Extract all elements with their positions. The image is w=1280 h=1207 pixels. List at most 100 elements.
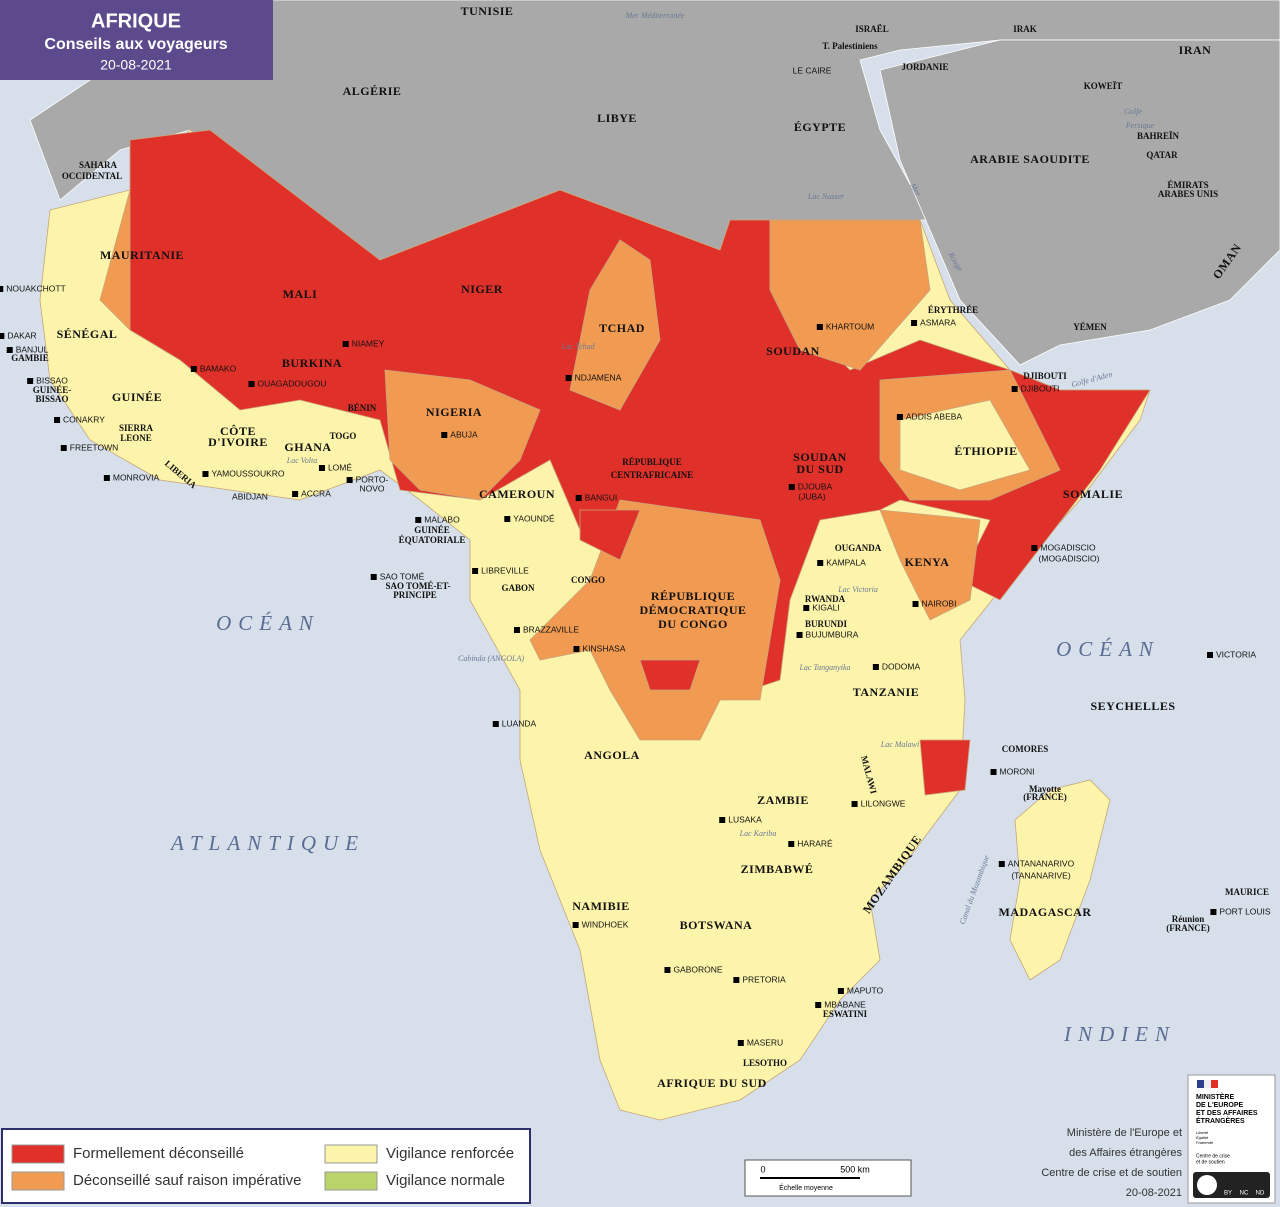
zone-deconseille <box>529 499 781 741</box>
capital-marker <box>513 627 520 633</box>
place-label: DODOMA <box>882 661 921 671</box>
logo-text: ET DES AFFAIRES <box>1196 1110 1258 1117</box>
logo-motto: Égalité <box>1196 1135 1209 1140</box>
place-label: ALGÉRIE <box>343 84 402 98</box>
place-label: BOTSWANA <box>680 918 753 932</box>
place-label: Lac Tchad <box>560 342 595 351</box>
legend-label: Déconseillé sauf raison impérative <box>73 1172 301 1189</box>
place-label: Mayotte <box>1029 784 1061 794</box>
capital-marker <box>342 341 349 347</box>
place-label: ZIMBABWÉ <box>741 862 814 876</box>
place-label: MAURITANIE <box>100 248 184 262</box>
place-label: NOVO <box>359 483 384 493</box>
capital-marker <box>817 560 824 566</box>
place-label: MAURICE <box>1225 887 1269 897</box>
capital-marker <box>54 417 61 423</box>
credit: Centre de crise et de soutien <box>1041 1167 1182 1179</box>
place-label: ZAMBIE <box>757 793 809 807</box>
zone-deconseille <box>879 509 981 621</box>
flag <box>1211 1080 1218 1088</box>
capital-marker <box>733 977 740 983</box>
zone-vigilance-renforcee <box>1009 779 1111 981</box>
place-label: BUJUMBURA <box>806 629 859 639</box>
license-text: ND <box>1256 1191 1265 1197</box>
capital-marker <box>190 366 197 372</box>
place-label: HARARÉ <box>797 838 833 848</box>
logo-text: DE L'EUROPE <box>1196 1102 1244 1109</box>
place-label: RÉPUBLIQUE <box>622 457 682 467</box>
place-label: BANJUL <box>16 344 49 354</box>
place-label: PRETORIA <box>742 974 786 984</box>
logo-motto: Fraternité <box>1196 1140 1214 1145</box>
place-label: GABON <box>501 583 535 593</box>
logo-text: ÉTRANGÈRES <box>1196 1116 1245 1125</box>
place-label: TCHAD <box>599 321 645 335</box>
place-label: LUANDA <box>502 718 537 728</box>
place-label: RÉPUBLIQUE <box>651 589 735 603</box>
legend-swatch <box>324 1171 378 1191</box>
zone-formellement-deconseille <box>639 659 701 691</box>
place-label: NOUAKCHOTT <box>6 283 66 293</box>
license-text: BY <box>1224 1191 1232 1197</box>
capital-marker <box>1031 545 1038 551</box>
place-label: BRAZZAVILLE <box>523 624 579 634</box>
place-label: BAHREÏN <box>1137 131 1180 141</box>
place-label: NAIROBI <box>922 598 957 608</box>
zone-deconseille <box>569 239 661 411</box>
place-label: CAMEROUN <box>479 487 555 501</box>
place-label: (FRANCE) <box>1166 923 1210 933</box>
capital-marker <box>911 320 918 326</box>
place-label: OUGANDA <box>835 543 882 553</box>
place-label: D'IVOIRE <box>208 435 268 449</box>
place-label: ARABIE SAOUDITE <box>970 152 1090 166</box>
place-label: GUINÉE <box>414 525 450 535</box>
place-label: (FRANCE) <box>1023 792 1067 802</box>
place-label: Lac Malawi <box>880 740 919 749</box>
capital-marker <box>492 721 499 727</box>
place-label: MALI <box>283 287 318 301</box>
place-label: KINSHASA <box>583 643 626 653</box>
capital-marker <box>472 568 479 574</box>
logo-unit: et de soutien <box>1196 1159 1225 1165</box>
place-label: ISRAËL <box>855 24 889 34</box>
place-label: NIAMEY <box>352 338 385 348</box>
place-label: TANZANIE <box>853 685 919 699</box>
place-label: VICTORIA <box>1216 649 1256 659</box>
place-label: Lac Tanganyika <box>798 663 850 672</box>
place-label: ÉMIRATS <box>1167 180 1208 190</box>
place-label: T. Palestiniens <box>822 41 878 51</box>
capital-marker <box>202 471 209 477</box>
capital-marker <box>318 465 325 471</box>
place-label: SAO TOMÉ-ET- <box>385 581 450 591</box>
capital-marker <box>664 967 671 973</box>
zone-formellement-deconseille <box>129 129 1151 701</box>
place-label: BURUNDI <box>805 619 848 629</box>
place-label: SAO TOMÉ <box>380 571 425 581</box>
legend-box <box>1 1128 531 1204</box>
place-label: SAHARA <box>79 160 118 170</box>
place-label: TOGO <box>330 431 357 441</box>
capital-marker <box>0 333 5 339</box>
place-label: (MOGADISCIO) <box>1039 553 1100 563</box>
place-label: YAMOUSSOUKRO <box>211 468 284 478</box>
capital-marker <box>990 769 997 775</box>
place-label: SOUDAN <box>766 344 820 358</box>
capital-marker <box>441 432 448 438</box>
logo-motto: Liberté <box>1196 1130 1209 1135</box>
place-label: YAOUNDÉ <box>513 513 555 523</box>
place-label: BURKINA <box>282 356 342 370</box>
place-label: GABORONE <box>673 964 722 974</box>
legend-label: Vigilance normale <box>386 1172 505 1189</box>
place-label: NIGER <box>461 282 503 296</box>
place-label: DJIBOUTI <box>1021 383 1060 393</box>
place-label: ABUJA <box>450 429 478 439</box>
place-label: IRAK <box>1013 24 1037 34</box>
place-label: MBABANE <box>824 999 866 1009</box>
date: 20-08-2021 <box>100 57 172 73</box>
place-label: OUAGADOUGOU <box>258 378 327 388</box>
place-label: KAMPALA <box>826 557 866 567</box>
scale-zero: 0 <box>760 1164 765 1174</box>
other-land <box>879 39 1280 366</box>
place-label: BAMAKO <box>200 363 237 373</box>
